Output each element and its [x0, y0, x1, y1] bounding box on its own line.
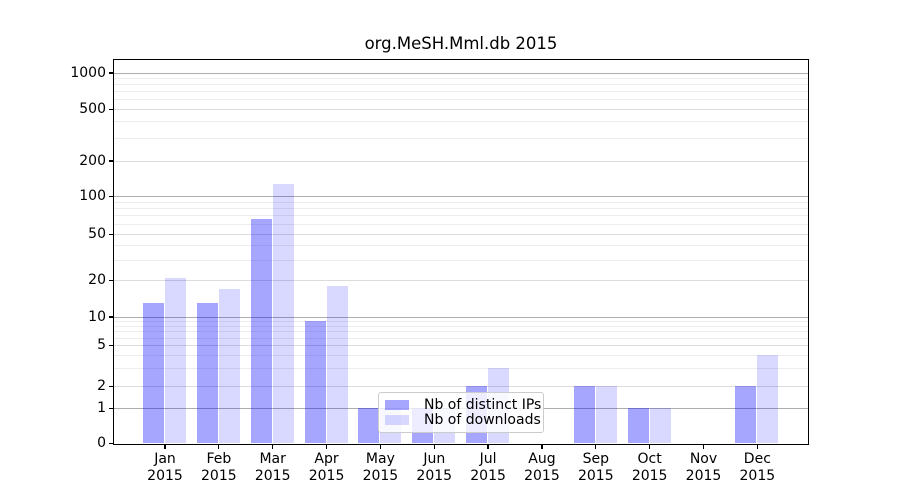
x-axis-tick [595, 445, 597, 449]
minor-gridline [114, 99, 808, 101]
gridline [114, 160, 808, 162]
y-tick-label: 50 [88, 225, 106, 242]
y-axis-tick [108, 72, 113, 74]
minor-gridline [114, 78, 808, 80]
x-tick-label: Aug 2015 [524, 451, 560, 484]
legend-label-downloads: Nb of downloads [424, 412, 541, 428]
x-tick-label: Dec 2015 [739, 451, 776, 484]
distinct-ips-bar [250, 218, 272, 443]
gridline [114, 345, 808, 347]
minor-gridline [114, 223, 808, 225]
gridline [114, 108, 808, 110]
minor-gridline [114, 84, 808, 86]
minor-gridline [114, 215, 808, 217]
x-tick-label: Jan 2015 [147, 451, 183, 484]
minor-gridline [114, 137, 808, 139]
x-tick-label: Apr 2015 [308, 451, 345, 484]
downloads-bar [649, 407, 671, 443]
legend-item-distinct-ips: Nb of distinct IPs [385, 398, 541, 412]
x-axis-tick [541, 445, 543, 449]
y-tick-label: 100 [79, 187, 106, 204]
minor-gridline [114, 337, 808, 339]
distinct-ips-bar [196, 302, 218, 443]
x-axis-tick [272, 445, 274, 449]
downloads-bar [272, 184, 294, 443]
x-axis-tick [487, 445, 489, 449]
y-tick-label: 20 [88, 272, 106, 288]
distinct-ips-bar [627, 407, 649, 443]
gridline [114, 233, 808, 235]
y-tick-label: 2 [97, 378, 106, 395]
x-axis-tick [702, 445, 705, 449]
x-tick-label: Oct 2015 [631, 451, 668, 484]
downloads-bar [218, 288, 240, 443]
x-tick-label: Jul 2015 [470, 451, 506, 484]
y-tick-label: 5 [97, 337, 106, 354]
gridline [114, 386, 808, 388]
minor-gridline [114, 259, 808, 261]
minor-gridline [114, 355, 808, 357]
x-axis-tick [649, 445, 651, 449]
minor-gridline [114, 208, 808, 210]
y-axis-tick [108, 345, 113, 347]
x-axis-tick [756, 445, 758, 449]
downloads-bar [757, 355, 779, 443]
minor-gridline [114, 91, 808, 93]
x-tick-label: Nov 2015 [685, 451, 722, 484]
y-tick-label: 0 [97, 435, 106, 451]
distinct-ips-bar [573, 386, 595, 443]
y-axis-tick [108, 316, 113, 318]
major-gridline [114, 316, 808, 318]
y-axis-tick [108, 442, 113, 445]
y-axis-tick [108, 160, 113, 162]
x-tick-label: Sep 2015 [577, 451, 614, 484]
y-tick-label: 500 [79, 100, 106, 117]
downloads-bar [165, 277, 186, 443]
legend-swatch-downloads [385, 414, 409, 426]
y-axis-tick [108, 407, 113, 409]
minor-gridline [114, 121, 808, 123]
minor-gridline [114, 331, 808, 333]
x-axis-tick [379, 445, 382, 449]
distinct-ips-bar [358, 407, 380, 443]
downloads-bar [326, 285, 348, 443]
legend-label-distinct-ips: Nb of distinct IPs [424, 397, 542, 413]
y-axis-tick [108, 386, 113, 388]
plot-area [113, 59, 809, 445]
major-gridline [114, 72, 808, 74]
minor-gridline [114, 368, 808, 370]
x-tick-label: Jun 2015 [416, 451, 453, 484]
chart-title: org.MeSH.Mml.db 2015 [364, 34, 558, 53]
y-axis-tick [108, 279, 113, 282]
y-axis-tick [108, 108, 113, 110]
y-tick-label: 200 [79, 152, 106, 169]
minor-gridline [114, 325, 808, 327]
y-tick-label: 1000 [70, 64, 106, 81]
y-axis-tick [108, 233, 113, 235]
minor-gridline [114, 201, 808, 203]
downloads-bar [595, 386, 617, 443]
y-axis-tick [108, 195, 113, 197]
distinct-ips-bar [304, 320, 326, 443]
x-tick-label: Feb 2015 [201, 451, 237, 484]
major-gridline [114, 195, 808, 197]
y-tick-label: 1 [97, 399, 106, 416]
distinct-ips-bar [735, 386, 757, 443]
minor-gridline [114, 245, 808, 247]
x-axis-tick [218, 445, 220, 449]
minor-gridline [114, 320, 808, 322]
y-tick-label: 10 [88, 308, 106, 325]
x-axis-tick [164, 445, 166, 449]
gridline [114, 280, 808, 281]
x-axis-tick [433, 445, 435, 449]
legend-swatch-distinct-ips [385, 399, 409, 411]
legend: Nb of distinct IPs Nb of downloads [378, 392, 544, 433]
distinct-ips-bar [143, 302, 164, 443]
x-axis-tick [325, 445, 328, 449]
x-tick-label: May 2015 [362, 451, 399, 484]
legend-item-downloads: Nb of downloads [385, 413, 541, 427]
x-tick-label: Mar 2015 [254, 451, 291, 484]
